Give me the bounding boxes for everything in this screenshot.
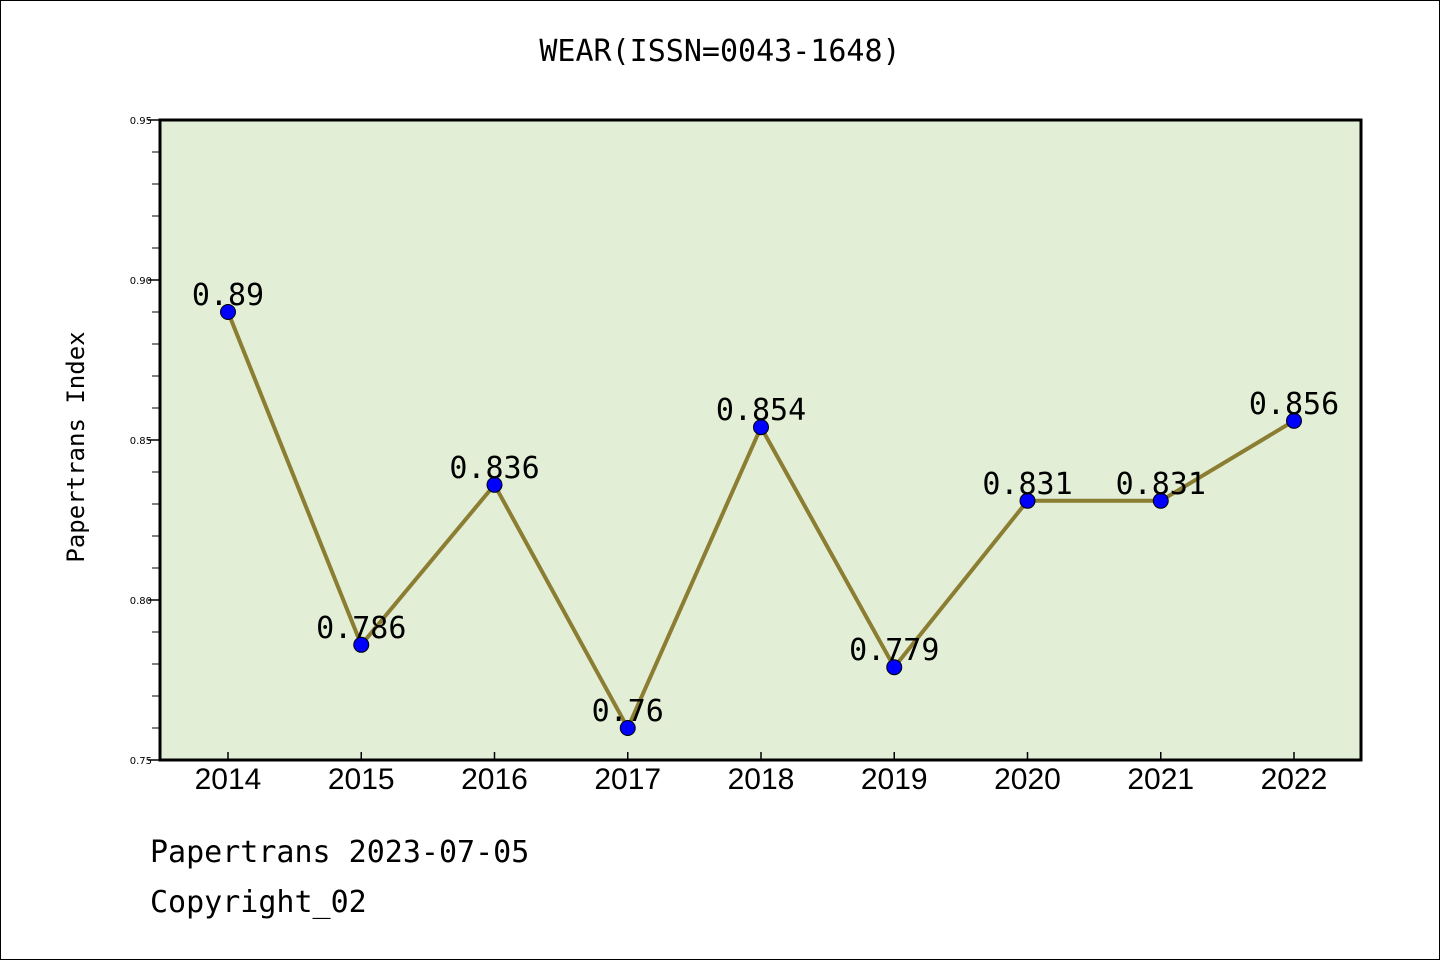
data-label: 0.786 xyxy=(316,611,406,646)
data-point xyxy=(1152,492,1169,509)
data-label: 0.89 xyxy=(192,278,264,313)
data-label: 0.779 xyxy=(849,633,939,668)
x-axis: 2014 2015 2016 2017 2018 2019 2020 2021 2022 xyxy=(195,752,1328,796)
y-tick-label: 0.95 xyxy=(130,116,152,127)
y-tick-label: 0.75 xyxy=(130,756,152,767)
y-tick-label: 0.90 xyxy=(130,276,152,287)
data-label: 0.76 xyxy=(592,694,664,729)
series-layer: 0.89 0.786 0.836 0.76 0.854 0.779 0.831 0.831 0.… xyxy=(192,278,1339,736)
y-axis-title: Papertrans Index xyxy=(62,331,90,562)
data-label: 0.854 xyxy=(716,393,806,428)
data-point xyxy=(486,476,503,493)
data-point xyxy=(1019,492,1036,509)
x-tick-label: 2022 xyxy=(1261,763,1328,796)
data-point xyxy=(886,659,903,676)
x-tick-label: 2021 xyxy=(1127,763,1194,796)
y-tick-label: 0.85 xyxy=(130,436,152,447)
y-tick-label: 0.80 xyxy=(130,596,152,607)
data-label: 0.856 xyxy=(1249,387,1339,422)
x-tick-label: 2018 xyxy=(728,763,795,796)
y-axis: 0.75 0.80 0.85 0.90 0.95 xyxy=(130,116,160,767)
footer-copyright: Copyright_02 xyxy=(150,885,367,920)
x-tick-label: 2019 xyxy=(861,763,928,796)
chart-title: WEAR(ISSN=0043-1648) xyxy=(539,34,901,69)
x-tick-label: 2020 xyxy=(994,763,1061,796)
data-point xyxy=(353,636,370,653)
data-label: 0.831 xyxy=(982,467,1072,502)
data-point xyxy=(1286,412,1302,429)
footer-date: Papertrans 2023-07-05 xyxy=(150,835,530,870)
data-label: 0.831 xyxy=(1116,467,1206,502)
data-label: 0.836 xyxy=(449,451,539,486)
data-point xyxy=(220,304,236,320)
x-tick-label: 2014 xyxy=(195,763,262,796)
plot-area xyxy=(160,120,1361,760)
x-tick-label: 2015 xyxy=(328,763,395,796)
data-point xyxy=(753,419,769,436)
plot-border xyxy=(158,118,1363,762)
data-point xyxy=(619,720,636,736)
x-tick-label: 2016 xyxy=(461,763,528,796)
x-tick-label: 2017 xyxy=(594,763,661,796)
